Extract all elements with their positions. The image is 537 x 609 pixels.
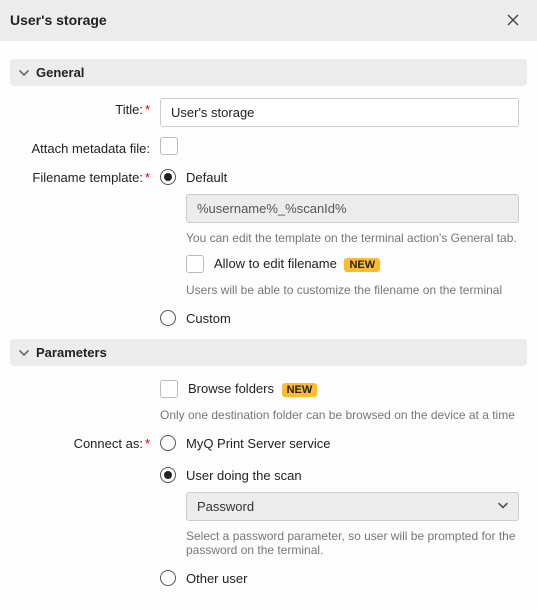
filename-default-value: %username%_%scanId% [186, 194, 519, 223]
browse-folders-spacer [10, 378, 150, 382]
connect-as-user-sub: Password Select a password parameter, so… [186, 492, 519, 557]
parameters-form: Browse folders NEW Only one destination … [10, 378, 519, 589]
dialog: User's storage General Title:* Attach me… [0, 0, 537, 605]
required-marker: * [145, 170, 150, 185]
connect-as-user-option[interactable]: User doing the scan [160, 464, 519, 486]
chevron-down-icon [18, 347, 30, 359]
new-badge: NEW [344, 258, 380, 272]
filename-default-label: Default [186, 170, 227, 185]
filename-default-block: Default %username%_%scanId% You can edit… [160, 166, 519, 297]
titlebar: User's storage [0, 0, 537, 41]
browse-folders-checkbox[interactable] [160, 380, 178, 398]
required-marker: * [145, 102, 150, 117]
connect-as-other-label: Other user [186, 571, 247, 586]
filename-template-label: Filename template:* [10, 166, 150, 185]
browse-folders-label: Browse folders [188, 381, 274, 396]
new-badge: NEW [282, 383, 318, 397]
filename-template-group: Default %username%_%scanId% You can edit… [160, 166, 519, 329]
connect-as-other-option[interactable]: Other user [160, 567, 519, 589]
attach-metadata-checkbox[interactable] [160, 137, 178, 155]
section-header-general[interactable]: General [10, 59, 527, 86]
filename-custom-radio[interactable] [160, 310, 176, 326]
filename-default-hint: You can edit the template on the termina… [186, 231, 519, 245]
close-icon [507, 14, 519, 26]
filename-custom-option[interactable]: Custom [160, 307, 519, 329]
title-field-wrap [160, 98, 519, 127]
browse-folders-hint: Only one destination folder can be brows… [160, 408, 519, 422]
allow-edit-row[interactable]: Allow to edit filename NEW [186, 253, 519, 275]
chevron-down-icon [18, 67, 30, 79]
required-marker: * [145, 436, 150, 451]
section-header-parameters[interactable]: Parameters [10, 339, 527, 366]
password-select[interactable]: Password [186, 492, 519, 521]
connect-as-user-radio[interactable] [160, 467, 176, 483]
connect-as-service-option[interactable]: MyQ Print Server service [160, 432, 519, 454]
browse-folders-group: Browse folders NEW Only one destination … [160, 378, 519, 422]
connect-as-user-block: User doing the scan Password Select a pa… [160, 464, 519, 557]
connect-as-service-label: MyQ Print Server service [186, 436, 330, 451]
connect-as-label: Connect as:* [10, 432, 150, 451]
section-title: Parameters [36, 345, 107, 360]
connect-as-group: MyQ Print Server service User doing the … [160, 432, 519, 589]
connect-as-other-radio[interactable] [160, 570, 176, 586]
attach-metadata-label: Attach metadata file: [10, 137, 150, 156]
close-button[interactable] [503, 10, 523, 30]
filename-default-radio[interactable] [160, 169, 176, 185]
password-select-wrap: Password [186, 492, 519, 521]
filename-default-sub: %username%_%scanId% You can edit the tem… [186, 194, 519, 297]
general-form: Title:* Attach metadata file: Filename t… [10, 98, 519, 329]
filename-default-option[interactable]: Default [160, 166, 519, 188]
allow-edit-hint: Users will be able to customize the file… [186, 283, 519, 297]
attach-metadata-control [160, 137, 519, 155]
connect-as-user-label: User doing the scan [186, 468, 302, 483]
section-title: General [36, 65, 84, 80]
title-input[interactable] [160, 98, 519, 127]
dialog-title: User's storage [10, 12, 107, 28]
filename-custom-label: Custom [186, 311, 231, 326]
connect-as-service-radio[interactable] [160, 435, 176, 451]
browse-folders-row[interactable]: Browse folders NEW [160, 378, 519, 400]
allow-edit-label: Allow to edit filename [214, 256, 337, 271]
password-hint: Select a password parameter, so user wil… [186, 529, 519, 557]
title-label: Title:* [10, 98, 150, 117]
dialog-body: General Title:* Attach metadata file: Fi… [0, 41, 537, 605]
allow-edit-checkbox[interactable] [186, 255, 204, 273]
